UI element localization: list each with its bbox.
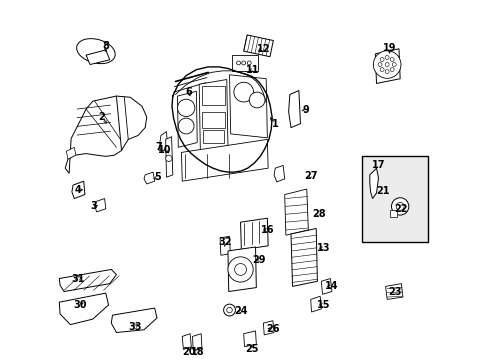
Circle shape	[236, 61, 240, 65]
Polygon shape	[385, 284, 402, 300]
Polygon shape	[273, 165, 284, 182]
Text: 29: 29	[252, 255, 265, 265]
Bar	[202, 112, 224, 127]
Text: 28: 28	[311, 209, 325, 219]
Ellipse shape	[77, 39, 115, 64]
Circle shape	[379, 68, 384, 72]
Polygon shape	[181, 139, 267, 181]
Text: 13: 13	[316, 243, 329, 253]
Polygon shape	[284, 189, 308, 235]
Circle shape	[385, 69, 388, 73]
Circle shape	[241, 61, 245, 65]
Circle shape	[165, 155, 172, 162]
Text: 24: 24	[233, 306, 247, 316]
Circle shape	[379, 58, 384, 62]
Text: 10: 10	[158, 145, 171, 155]
Circle shape	[223, 304, 235, 316]
Polygon shape	[220, 237, 230, 255]
Polygon shape	[177, 91, 197, 147]
Polygon shape	[321, 279, 331, 294]
Text: 22: 22	[394, 204, 407, 214]
Circle shape	[395, 202, 403, 210]
Text: 7: 7	[155, 142, 162, 152]
Polygon shape	[369, 168, 378, 198]
Circle shape	[249, 92, 264, 108]
Circle shape	[389, 68, 393, 72]
Text: 19: 19	[382, 43, 395, 53]
Circle shape	[247, 61, 251, 65]
Text: 5: 5	[154, 172, 161, 182]
Text: 31: 31	[71, 274, 85, 284]
Circle shape	[385, 63, 388, 67]
Polygon shape	[143, 172, 154, 184]
Bar	[389, 210, 397, 217]
Polygon shape	[160, 131, 167, 151]
Circle shape	[234, 264, 246, 275]
Text: 1: 1	[271, 119, 278, 129]
Circle shape	[389, 58, 393, 62]
Text: 21: 21	[376, 186, 389, 195]
Polygon shape	[290, 229, 317, 287]
Polygon shape	[95, 198, 105, 212]
Text: 8: 8	[102, 41, 109, 51]
Polygon shape	[192, 334, 202, 351]
Polygon shape	[59, 293, 108, 325]
Text: 14: 14	[324, 282, 337, 291]
Polygon shape	[243, 331, 256, 347]
Text: 17: 17	[371, 161, 385, 170]
Text: 25: 25	[244, 345, 258, 355]
Polygon shape	[86, 50, 109, 64]
Polygon shape	[65, 96, 146, 173]
Polygon shape	[243, 35, 273, 57]
Polygon shape	[182, 334, 191, 350]
Circle shape	[177, 99, 194, 117]
Circle shape	[391, 198, 408, 215]
Circle shape	[227, 257, 253, 282]
Text: 18: 18	[191, 347, 204, 357]
Polygon shape	[66, 147, 76, 159]
Polygon shape	[227, 247, 256, 292]
Text: 6: 6	[185, 87, 191, 97]
Polygon shape	[72, 181, 85, 198]
Text: 33: 33	[128, 322, 142, 332]
Text: 32: 32	[218, 237, 231, 247]
Bar	[203, 130, 223, 143]
Circle shape	[377, 63, 381, 67]
Polygon shape	[240, 218, 267, 250]
Circle shape	[226, 307, 232, 313]
Polygon shape	[199, 80, 227, 151]
Text: 27: 27	[304, 171, 317, 181]
Text: 12: 12	[256, 44, 269, 54]
Polygon shape	[111, 308, 157, 333]
Text: 30: 30	[73, 300, 86, 310]
Text: 4: 4	[75, 185, 81, 195]
Circle shape	[373, 51, 400, 78]
Text: 26: 26	[265, 324, 279, 334]
Text: 2: 2	[98, 112, 105, 122]
Polygon shape	[229, 75, 267, 138]
Text: 23: 23	[387, 287, 401, 297]
Polygon shape	[165, 137, 172, 177]
Polygon shape	[375, 49, 399, 84]
Text: 9: 9	[302, 105, 308, 115]
Circle shape	[233, 82, 253, 102]
Bar	[361, 156, 427, 242]
Polygon shape	[310, 296, 321, 312]
Text: 20: 20	[182, 347, 195, 357]
Polygon shape	[263, 321, 273, 335]
Polygon shape	[288, 91, 300, 127]
Text: 3: 3	[90, 201, 97, 211]
Text: 11: 11	[245, 65, 259, 75]
Circle shape	[178, 118, 194, 134]
Text: 16: 16	[260, 225, 274, 235]
Bar	[202, 86, 224, 105]
Polygon shape	[59, 269, 116, 292]
Bar	[231, 55, 257, 71]
Circle shape	[391, 63, 395, 67]
Text: 15: 15	[316, 300, 329, 310]
Circle shape	[385, 55, 388, 59]
